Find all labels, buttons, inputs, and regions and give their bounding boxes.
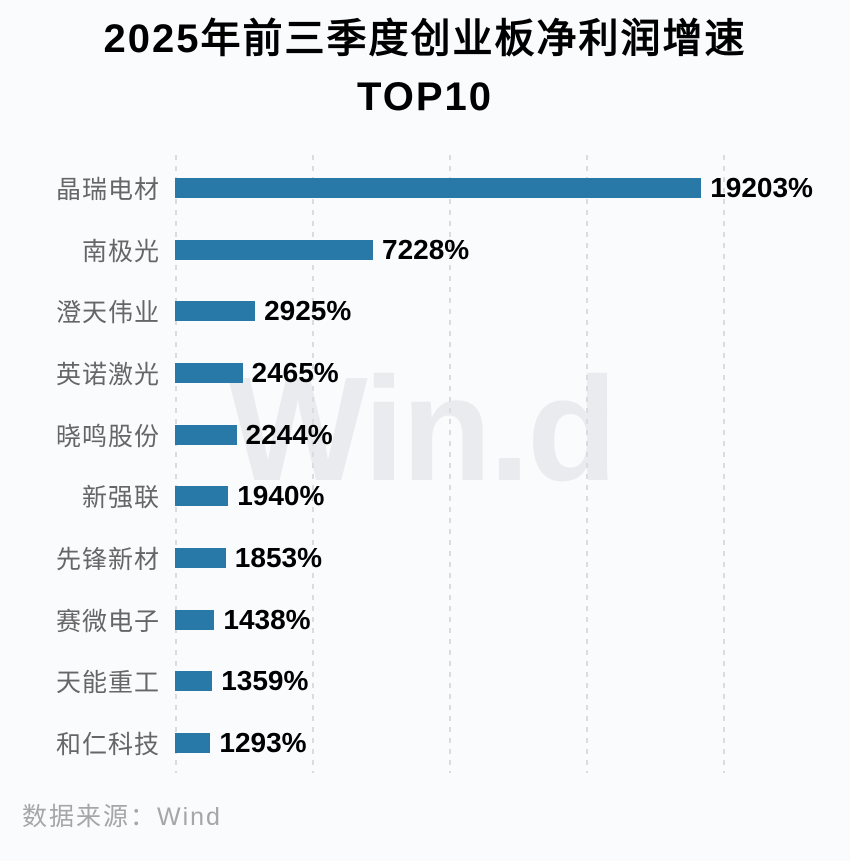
value-bar	[175, 547, 226, 568]
value-label: 1853%	[234, 541, 322, 573]
category-label: 南极光	[81, 237, 160, 266]
value-bar	[175, 239, 373, 260]
bar-row: 英诺激光 2465%	[0, 342, 850, 404]
value-bar	[175, 609, 215, 630]
bar-row: 和仁科技 1293%	[0, 712, 850, 774]
category-label: 新强联	[81, 484, 160, 513]
category-label: 澄天伟业	[55, 299, 160, 328]
value-bar	[175, 177, 702, 198]
value-bar	[175, 362, 243, 383]
value-label: 2244%	[245, 418, 333, 450]
bar-row: 澄天伟业 2925%	[0, 280, 850, 342]
category-label: 晓鸣股份	[55, 422, 160, 451]
category-label: 和仁科技	[55, 731, 160, 760]
value-label: 1438%	[223, 603, 311, 635]
bar-rows: 晶瑞电材 19203% 南极光 7228% 澄天伟业 2925% 英诺激光 24…	[0, 157, 850, 774]
gridline	[449, 155, 451, 773]
category-label: 先锋新材	[55, 545, 160, 574]
value-label: 1293%	[219, 727, 307, 759]
value-bar	[175, 671, 213, 692]
gridlines	[175, 155, 775, 773]
chart-title: 2025年前三季度创业板净利润增速 TOP10	[0, 10, 850, 126]
gridline	[586, 155, 588, 773]
chart-title-line2: TOP10	[357, 75, 493, 119]
gridline	[723, 155, 725, 773]
value-label: 2465%	[251, 356, 339, 388]
value-label: 2925%	[264, 295, 352, 327]
bar-row: 南极光 7228%	[0, 219, 850, 281]
value-label: 1359%	[221, 665, 309, 697]
chart-title-line1: 2025年前三季度创业板净利润增速	[103, 17, 747, 61]
gridline	[312, 155, 314, 773]
category-label: 英诺激光	[55, 360, 160, 389]
category-label: 天能重工	[55, 669, 160, 698]
bar-row: 赛微电子 1438%	[0, 589, 850, 651]
value-bar	[175, 733, 211, 754]
value-bar	[175, 301, 256, 322]
category-label: 赛微电子	[55, 607, 160, 636]
category-label: 晶瑞电材	[55, 175, 160, 204]
value-label: 7228%	[382, 233, 470, 265]
bar-row: 晓鸣股份 2244%	[0, 404, 850, 466]
gridline	[175, 155, 177, 773]
data-source-label: 数据来源：Wind	[22, 803, 222, 831]
value-bar	[175, 424, 237, 445]
wind-watermark: Win.d	[228, 347, 617, 512]
value-bar	[175, 486, 229, 507]
bar-row: 晶瑞电材 19203%	[0, 157, 850, 219]
value-label: 19203%	[710, 171, 813, 203]
bar-row: 先锋新材 1853%	[0, 527, 850, 589]
bar-row: 新强联 1940%	[0, 465, 850, 527]
value-label: 1940%	[237, 480, 325, 512]
bar-row: 天能重工 1359%	[0, 651, 850, 713]
